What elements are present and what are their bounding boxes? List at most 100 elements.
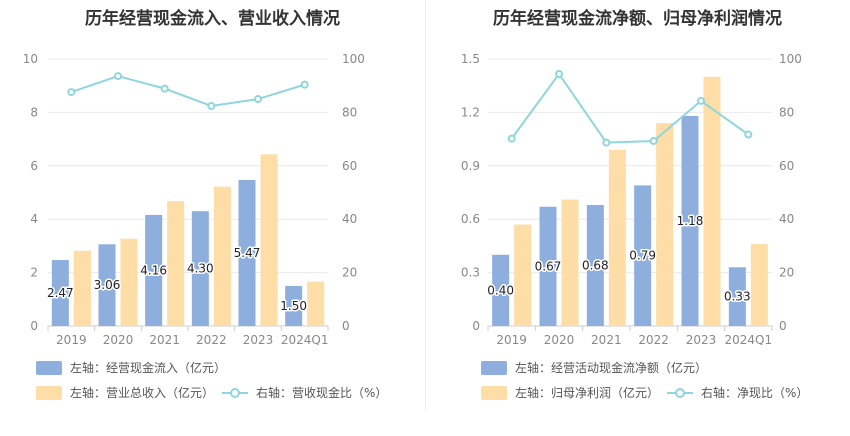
bar-primary[interactable] — [492, 254, 510, 326]
left-axis-tick: 6 — [30, 159, 38, 173]
x-axis-tick: 2019 — [56, 333, 87, 345]
ratio-point[interactable] — [555, 69, 563, 78]
bar-primary[interactable] — [586, 204, 604, 326]
bar-data-label: 3.06 — [94, 278, 121, 292]
ratio-point[interactable] — [300, 80, 309, 89]
bar-secondary[interactable] — [120, 238, 138, 326]
right-axis-tick: 0 — [779, 319, 787, 333]
bar-secondary[interactable] — [750, 244, 768, 326]
x-axis-tick: 2024Q1 — [281, 333, 329, 345]
ratio-point[interactable] — [67, 88, 76, 97]
right-axis-tick: 60 — [342, 159, 357, 173]
legend-item-bar-2[interactable]: 左轴：营业总收入（亿元） — [36, 384, 214, 401]
legend-swatch — [36, 385, 62, 400]
left-axis-tick: 1.5 — [461, 52, 480, 66]
legend-label: 右轴：营收现金比（%） — [256, 386, 388, 400]
x-axis-tick: 2020 — [103, 333, 134, 345]
legend-swatch — [222, 386, 248, 400]
legend-swatch — [481, 360, 507, 375]
bar-primary[interactable] — [145, 214, 163, 326]
x-axis-tick: 2020 — [544, 333, 575, 345]
right-axis-tick: 80 — [779, 105, 794, 119]
bar-data-label: 0.33 — [724, 290, 751, 304]
bar-data-label: 0.40 — [487, 283, 514, 297]
left-axis-tick: 0.6 — [461, 212, 480, 226]
left-axis-tick: 0 — [30, 319, 38, 333]
ratio-point[interactable] — [744, 130, 753, 139]
bar-data-label: 2.47 — [47, 286, 74, 300]
bar-secondary[interactable] — [307, 281, 325, 326]
right-axis-tick: 40 — [779, 212, 794, 226]
left-axis-tick: 8 — [30, 105, 38, 119]
x-axis-tick: 2021 — [149, 333, 180, 345]
bar-data-label: 4.30 — [187, 262, 214, 276]
right-axis-tick: 100 — [779, 52, 802, 66]
x-axis-tick: 2023 — [243, 333, 274, 345]
bar-primary[interactable] — [728, 267, 746, 326]
legend-swatch — [36, 360, 62, 375]
bar-data-label: 0.68 — [582, 258, 609, 272]
bar-secondary[interactable] — [73, 250, 91, 326]
legend-item-bar-1[interactable]: 左轴：经营活动现金流净额（亿元） — [481, 359, 707, 376]
ratio-point[interactable] — [114, 72, 122, 81]
legend-label: 右轴：净现比（%） — [701, 386, 809, 400]
bar-primary[interactable] — [285, 285, 303, 326]
chart-title: 历年经营现金流入、营业收入情况 — [85, 9, 340, 29]
legend-item-line[interactable]: 右轴：营收现金比（%） — [222, 384, 387, 401]
ratio-point[interactable] — [507, 134, 516, 143]
ratio-point[interactable] — [697, 96, 705, 105]
bar-secondary[interactable] — [656, 123, 674, 326]
bar-secondary[interactable] — [514, 224, 532, 326]
right-axis-tick: 0 — [342, 319, 350, 333]
left-axis-tick: 0 — [472, 319, 480, 333]
bar-data-label: 1.18 — [677, 214, 704, 228]
legend-swatch — [667, 386, 693, 400]
x-axis-tick: 2022 — [638, 333, 669, 345]
bar-primary[interactable] — [238, 179, 256, 326]
legend-label: 左轴：经营活动现金流净额（亿元） — [515, 361, 708, 375]
x-axis-tick: 2019 — [496, 333, 527, 345]
right-axis-tick: 60 — [779, 159, 794, 173]
chart-panel-right: 历年经营现金流净额、归母净利润情况 0 0.3 0.6 0.9 1.2 1.5 0 20 40 6… — [425, 0, 850, 436]
x-axis-tick: 2024Q1 — [725, 333, 773, 345]
x-axis-tick: 2022 — [196, 333, 227, 345]
bar-primary[interactable] — [634, 185, 652, 326]
ratio-line — [71, 75, 305, 108]
bar-primary[interactable] — [539, 206, 557, 326]
ratio-point[interactable] — [254, 95, 262, 104]
bar-secondary[interactable] — [561, 199, 579, 326]
right-axis-tick: 40 — [342, 212, 357, 226]
bar-secondary[interactable] — [703, 76, 721, 326]
left-axis-tick: 4 — [30, 212, 38, 226]
bar-secondary[interactable] — [260, 154, 278, 326]
ratio-point[interactable] — [160, 84, 169, 93]
legend-swatch — [481, 385, 507, 400]
legend-item-line[interactable]: 右轴：净现比（%） — [667, 384, 808, 401]
bar-primary[interactable] — [681, 115, 699, 327]
bar-primary[interactable] — [191, 211, 209, 326]
legend-label: 左轴：归母净利润（亿元） — [515, 386, 660, 400]
x-axis-tick: 2021 — [591, 333, 622, 345]
x-axis-tick: 2023 — [686, 333, 717, 345]
bar-primary[interactable] — [98, 244, 116, 326]
panel-divider — [425, 0, 426, 410]
ratio-point[interactable] — [207, 101, 216, 110]
bar-data-label: 0.79 — [629, 249, 656, 263]
bar-secondary[interactable] — [608, 149, 626, 326]
legend-label: 左轴：营业总收入（亿元） — [70, 386, 215, 400]
ratio-point[interactable] — [649, 136, 658, 145]
bar-data-label: 5.47 — [234, 246, 261, 260]
left-axis-tick: 1.2 — [461, 105, 480, 119]
legend-item-bar-2[interactable]: 左轴：归母净利润（亿元） — [481, 384, 659, 401]
bar-data-label: 1.50 — [280, 299, 307, 313]
legend-item-bar-1[interactable]: 左轴：经营现金流入（亿元） — [36, 359, 226, 376]
ratio-point[interactable] — [602, 138, 611, 147]
bar-secondary[interactable] — [213, 186, 231, 326]
right-axis-tick: 20 — [342, 266, 357, 280]
chart-panel-left: 历年经营现金流入、营业收入情况 0 2 4 6 8 10 0 20 40 60 80 100 2019 2… — [23, 9, 388, 401]
chart-canvas: 0 0.3 0.6 0.9 1.2 1.5 0 20 40 60 80 100 2019 0.40 2020… — [461, 52, 802, 345]
chart-title: 历年经营现金流净额、归母净利润情况 — [493, 9, 782, 29]
bar-primary[interactable] — [51, 260, 69, 326]
bar-secondary[interactable] — [167, 201, 185, 326]
bar-data-label: 4.16 — [140, 263, 167, 277]
